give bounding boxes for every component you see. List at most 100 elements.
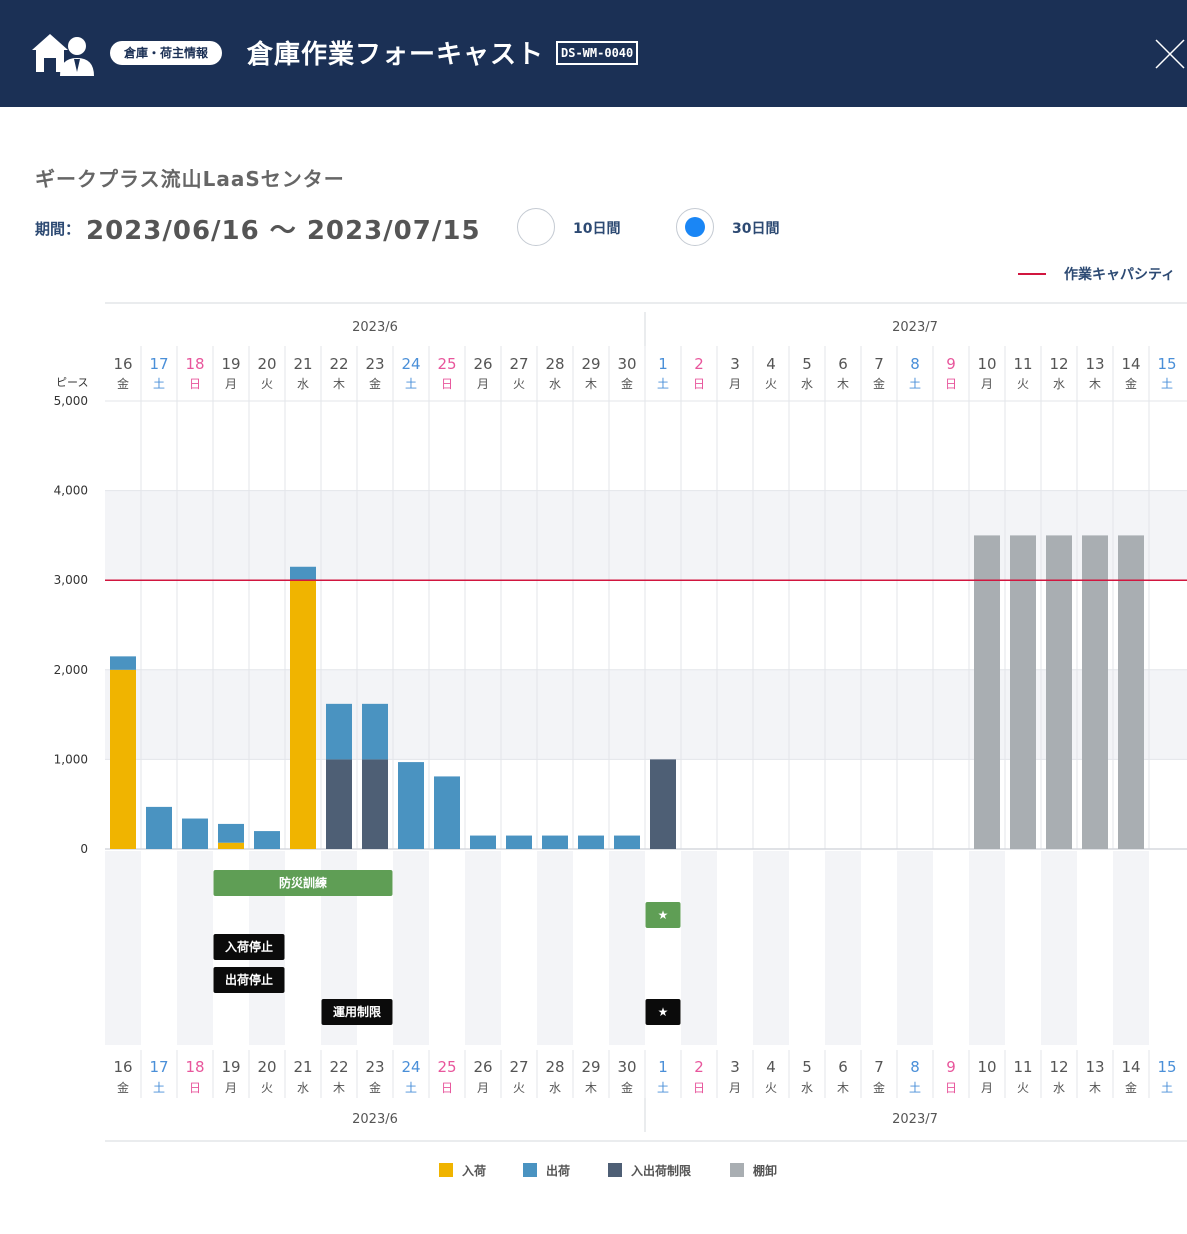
capacity-legend-label: 作業キャパシティ [1064, 267, 1176, 283]
weekday-label-top: 火 [765, 377, 777, 391]
day-label-top: 25 [437, 355, 456, 373]
event-column-band [501, 851, 537, 1045]
day-label-top: 29 [581, 355, 600, 373]
weekday-label-top: 水 [1053, 377, 1065, 391]
event-column-band [537, 851, 573, 1045]
bar-inventory [1118, 535, 1144, 849]
event-column-band [609, 851, 645, 1045]
weekday-label-top: 木 [585, 377, 597, 391]
bar-outbound [182, 818, 208, 849]
day-label-top: 16 [113, 355, 132, 373]
bar-restriction [650, 759, 676, 849]
weekday-label-bottom: 金 [117, 1080, 129, 1095]
bar-restriction [326, 759, 352, 849]
event-column-band [105, 851, 141, 1045]
day-label-top: 10 [977, 355, 996, 373]
weekday-label-top: 金 [621, 376, 633, 391]
bar-outbound [254, 831, 280, 849]
bar-outbound [362, 703, 388, 760]
day-label-bottom: 6 [838, 1058, 848, 1076]
day-label-bottom: 2 [694, 1058, 704, 1076]
day-label-top: 14 [1121, 355, 1140, 373]
month-label-top: 2023/7 [892, 320, 938, 335]
day-label-top: 7 [874, 355, 884, 373]
bar-inbound [110, 669, 136, 849]
close-icon[interactable] [1152, 36, 1187, 72]
warehouse-person-icon [32, 34, 94, 76]
event-marker [213, 934, 285, 960]
event-column-band [573, 851, 609, 1045]
weekday-label-top: 土 [405, 377, 417, 391]
center-name: ギークプラス流山LaaSセンター [35, 167, 345, 191]
weekday-label-top: 土 [657, 377, 669, 391]
event-column-band [429, 851, 465, 1045]
weekday-label-top: 木 [837, 377, 849, 391]
bar-outbound [578, 835, 604, 849]
weekday-label-top: 火 [1017, 377, 1029, 391]
range-10days-label[interactable]: 10日間 [573, 221, 621, 237]
legend-label-outbound: 出荷 [546, 1164, 571, 1178]
event-column-band [1077, 851, 1113, 1045]
day-label-bottom: 7 [874, 1058, 884, 1076]
day-label-bottom: 4 [766, 1058, 776, 1076]
event-label: 出荷停止 [225, 972, 273, 987]
weekday-label-top: 土 [153, 377, 165, 391]
weekday-label-bottom: 土 [1161, 1081, 1173, 1095]
weekday-label-bottom: 月 [981, 1081, 993, 1095]
weekday-label-top: 金 [369, 376, 381, 391]
bar-inbound [218, 842, 244, 849]
weekday-label-top: 土 [1161, 377, 1173, 391]
weekday-label-bottom: 水 [549, 1081, 561, 1095]
day-label-bottom: 9 [946, 1058, 956, 1076]
bar-outbound [434, 776, 460, 849]
event-column-band [861, 851, 897, 1045]
weekday-label-top: 金 [873, 376, 885, 391]
weekday-label-bottom: 木 [837, 1081, 849, 1095]
y-tick-label: 5,000 [54, 394, 88, 408]
day-label-bottom: 15 [1157, 1058, 1176, 1076]
day-label-top: 2 [694, 355, 704, 373]
weekday-label-top: 日 [189, 377, 201, 391]
period-value: 2023/06/16 ～ 2023/07/15 [86, 216, 481, 246]
weekday-label-top: 火 [513, 377, 525, 391]
day-label-top: 24 [401, 355, 420, 373]
day-label-top: 15 [1157, 355, 1176, 373]
event-label: ★ [658, 1005, 669, 1019]
screen-code-badge: DS-WM-0040 [556, 41, 639, 65]
weekday-label-top: 水 [801, 377, 813, 391]
event-column-band [177, 851, 213, 1045]
bar-outbound [506, 835, 532, 849]
bar-outbound [146, 806, 172, 849]
event-label: 運用制限 [333, 1004, 381, 1019]
chart-legend: 入荷 出荷 入出荷制限 棚卸 [0, 1162, 1187, 1182]
event-column-band [789, 851, 825, 1045]
event-marker [645, 902, 681, 928]
range-10days-radio[interactable] [517, 208, 555, 246]
weekday-label-bottom: 金 [621, 1080, 633, 1095]
forecast-chart: 2023/62023/62023/72023/716金16金17土17土18日1… [54, 302, 1187, 1142]
y-tick-label: 3,000 [54, 573, 88, 587]
day-label-top: 13 [1085, 355, 1104, 373]
day-label-top: 30 [617, 355, 636, 373]
page-title: 倉庫作業フォーキャスト [247, 40, 545, 70]
bar-inbound [290, 580, 316, 849]
bar-outbound [290, 566, 316, 581]
day-label-bottom: 16 [113, 1058, 132, 1076]
day-label-bottom: 5 [802, 1058, 812, 1076]
day-label-bottom: 8 [910, 1058, 920, 1076]
event-label: ★ [658, 908, 669, 922]
day-label-top: 26 [473, 355, 492, 373]
bar-inventory [1082, 535, 1108, 849]
weekday-label-bottom: 土 [153, 1081, 165, 1095]
event-column-band [825, 851, 861, 1045]
range-30days-radio[interactable] [676, 208, 714, 246]
day-label-top: 9 [946, 355, 956, 373]
range-30days-label[interactable]: 30日間 [732, 221, 780, 237]
day-label-top: 6 [838, 355, 848, 373]
event-label: 入荷停止 [225, 939, 273, 954]
month-label-bottom: 2023/6 [352, 1112, 398, 1127]
day-label-top: 23 [365, 355, 384, 373]
weekday-label-top: 月 [729, 377, 741, 391]
day-label-bottom: 25 [437, 1058, 456, 1076]
day-label-bottom: 21 [293, 1058, 312, 1076]
